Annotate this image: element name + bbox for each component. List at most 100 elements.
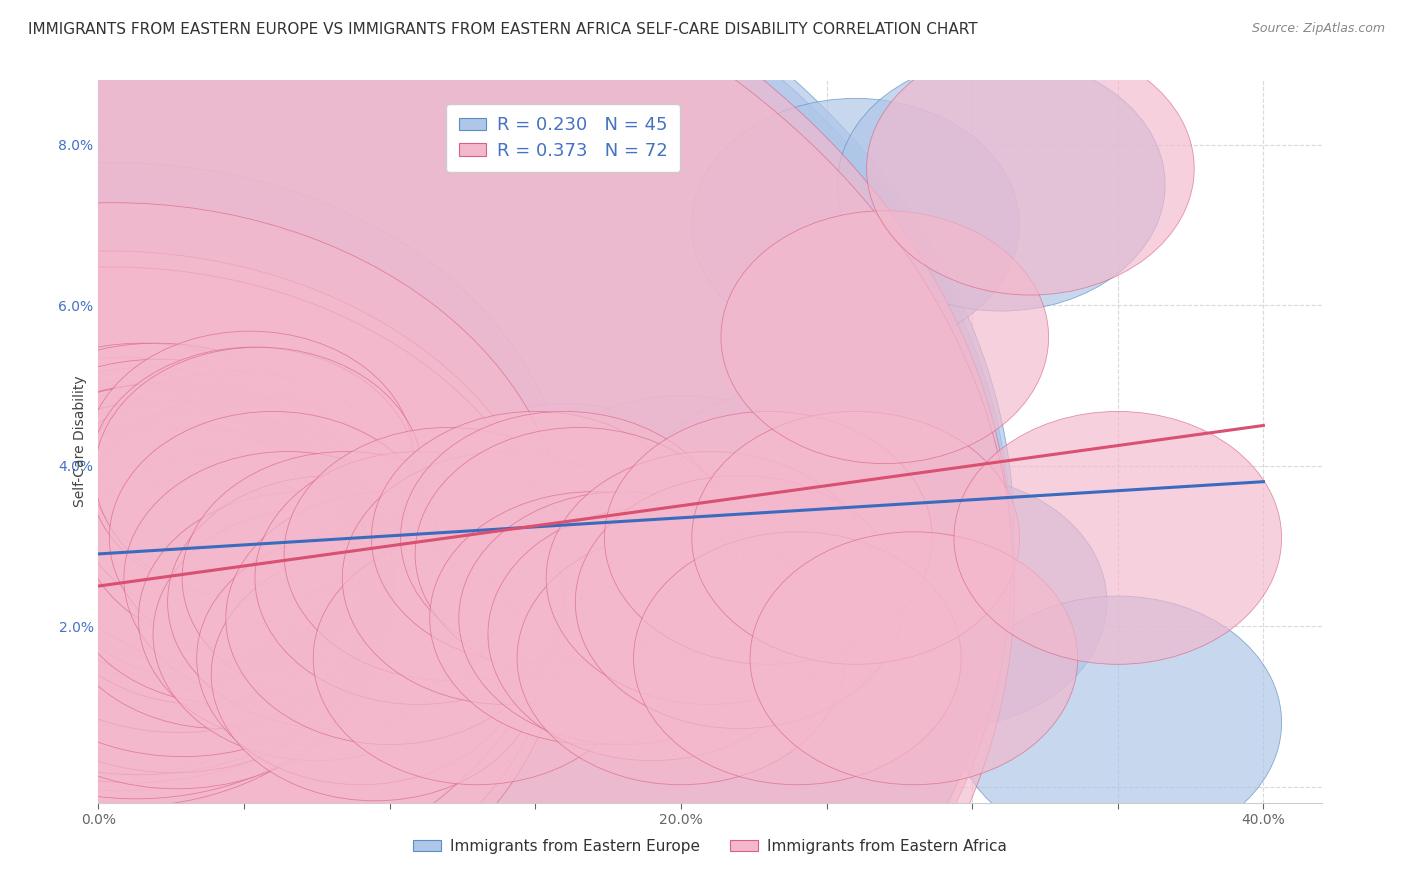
- Ellipse shape: [284, 427, 612, 681]
- Ellipse shape: [458, 411, 786, 665]
- Ellipse shape: [0, 267, 565, 892]
- Ellipse shape: [0, 382, 371, 774]
- Ellipse shape: [124, 451, 451, 705]
- Ellipse shape: [0, 343, 352, 652]
- Ellipse shape: [342, 427, 671, 681]
- Ellipse shape: [0, 368, 349, 676]
- Ellipse shape: [86, 331, 413, 584]
- Ellipse shape: [401, 403, 728, 657]
- Ellipse shape: [0, 178, 562, 881]
- Ellipse shape: [0, 343, 342, 652]
- Ellipse shape: [0, 327, 371, 636]
- Ellipse shape: [0, 368, 380, 676]
- Ellipse shape: [0, 382, 394, 774]
- Ellipse shape: [517, 395, 845, 648]
- Ellipse shape: [0, 405, 391, 799]
- Ellipse shape: [0, 424, 380, 732]
- Ellipse shape: [575, 475, 903, 729]
- Ellipse shape: [66, 451, 394, 705]
- Ellipse shape: [28, 347, 356, 600]
- Ellipse shape: [0, 162, 568, 865]
- Ellipse shape: [0, 285, 394, 679]
- Ellipse shape: [226, 403, 554, 657]
- Ellipse shape: [0, 251, 562, 892]
- Ellipse shape: [342, 451, 671, 705]
- Ellipse shape: [546, 451, 875, 705]
- Ellipse shape: [0, 359, 346, 668]
- Ellipse shape: [226, 491, 554, 745]
- Ellipse shape: [401, 411, 728, 665]
- Ellipse shape: [37, 395, 364, 648]
- Ellipse shape: [45, 427, 373, 681]
- Ellipse shape: [0, 359, 360, 668]
- Ellipse shape: [138, 411, 467, 665]
- Ellipse shape: [0, 400, 352, 708]
- Ellipse shape: [866, 42, 1194, 295]
- Ellipse shape: [254, 451, 582, 705]
- Ellipse shape: [22, 427, 350, 681]
- Ellipse shape: [458, 491, 786, 745]
- Ellipse shape: [167, 475, 495, 729]
- Ellipse shape: [45, 355, 373, 608]
- Ellipse shape: [56, 475, 385, 729]
- Ellipse shape: [0, 343, 342, 652]
- Text: atlas: atlas: [564, 409, 799, 502]
- Ellipse shape: [0, 424, 371, 732]
- Ellipse shape: [28, 411, 356, 665]
- Ellipse shape: [0, 301, 385, 694]
- Ellipse shape: [0, 384, 346, 692]
- Ellipse shape: [0, 327, 349, 636]
- Ellipse shape: [197, 395, 524, 648]
- Ellipse shape: [167, 371, 495, 624]
- Ellipse shape: [0, 464, 374, 772]
- Ellipse shape: [692, 411, 1019, 665]
- Ellipse shape: [0, 326, 374, 719]
- Ellipse shape: [0, 0, 1011, 892]
- Ellipse shape: [0, 389, 388, 783]
- Ellipse shape: [254, 395, 582, 648]
- Ellipse shape: [838, 58, 1166, 311]
- Ellipse shape: [0, 0, 1014, 892]
- Ellipse shape: [0, 318, 388, 710]
- Ellipse shape: [517, 532, 845, 785]
- Ellipse shape: [94, 339, 422, 592]
- Ellipse shape: [51, 371, 378, 624]
- Ellipse shape: [488, 508, 815, 761]
- Ellipse shape: [0, 398, 374, 791]
- Ellipse shape: [0, 318, 371, 710]
- Ellipse shape: [153, 508, 481, 761]
- Ellipse shape: [953, 411, 1282, 665]
- Ellipse shape: [0, 448, 382, 756]
- Ellipse shape: [0, 170, 565, 873]
- Ellipse shape: [371, 411, 699, 665]
- Ellipse shape: [415, 427, 742, 681]
- Ellipse shape: [0, 202, 568, 892]
- Ellipse shape: [0, 335, 363, 644]
- Legend: Immigrants from Eastern Europe, Immigrants from Eastern Africa: Immigrants from Eastern Europe, Immigran…: [406, 833, 1014, 860]
- Ellipse shape: [211, 548, 538, 801]
- Ellipse shape: [110, 411, 437, 665]
- Ellipse shape: [0, 357, 382, 751]
- Ellipse shape: [34, 411, 361, 665]
- Ellipse shape: [0, 310, 382, 703]
- Ellipse shape: [0, 0, 1011, 892]
- Ellipse shape: [692, 98, 1019, 351]
- Ellipse shape: [634, 387, 962, 640]
- Ellipse shape: [39, 451, 367, 705]
- Ellipse shape: [0, 384, 363, 692]
- Ellipse shape: [0, 341, 377, 735]
- Ellipse shape: [124, 403, 451, 657]
- Ellipse shape: [0, 0, 1014, 892]
- Ellipse shape: [0, 400, 368, 708]
- Ellipse shape: [197, 532, 524, 785]
- Ellipse shape: [0, 384, 366, 692]
- Ellipse shape: [37, 339, 364, 592]
- Ellipse shape: [0, 414, 380, 807]
- Y-axis label: Self-Care Disability: Self-Care Disability: [73, 376, 87, 508]
- Ellipse shape: [22, 355, 350, 608]
- Ellipse shape: [138, 491, 467, 745]
- Ellipse shape: [0, 311, 357, 620]
- Text: Source: ZipAtlas.com: Source: ZipAtlas.com: [1251, 22, 1385, 36]
- Ellipse shape: [0, 326, 391, 719]
- Ellipse shape: [634, 532, 962, 785]
